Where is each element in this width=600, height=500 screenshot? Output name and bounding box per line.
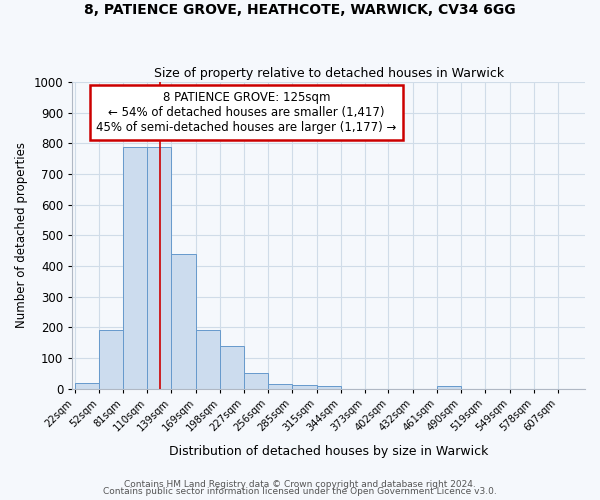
Bar (437, 386, 461, 388)
Bar (196, 330, 220, 388)
Bar (268, 384, 292, 388)
Bar (124, 148, 148, 388)
Title: Size of property relative to detached houses in Warwick: Size of property relative to detached ho… (154, 66, 503, 80)
Bar (74, 383, 100, 388)
Bar (100, 330, 124, 388)
Bar (244, 374, 268, 388)
Bar (317, 386, 341, 388)
Bar (292, 385, 317, 388)
Text: 8, PATIENCE GROVE, HEATHCOTE, WARWICK, CV34 6GG: 8, PATIENCE GROVE, HEATHCOTE, WARWICK, C… (84, 2, 516, 16)
X-axis label: Distribution of detached houses by size in Warwick: Distribution of detached houses by size … (169, 444, 488, 458)
Text: Contains HM Land Registry data © Crown copyright and database right 2024.: Contains HM Land Registry data © Crown c… (124, 480, 476, 489)
Bar (148, 148, 171, 388)
Text: Contains public sector information licensed under the Open Government Licence v3: Contains public sector information licen… (103, 488, 497, 496)
Text: 8 PATIENCE GROVE: 125sqm
← 54% of detached houses are smaller (1,417)
45% of sem: 8 PATIENCE GROVE: 125sqm ← 54% of detach… (97, 92, 397, 134)
Bar (171, 254, 196, 388)
Bar (220, 346, 244, 389)
Y-axis label: Number of detached properties: Number of detached properties (15, 142, 28, 328)
